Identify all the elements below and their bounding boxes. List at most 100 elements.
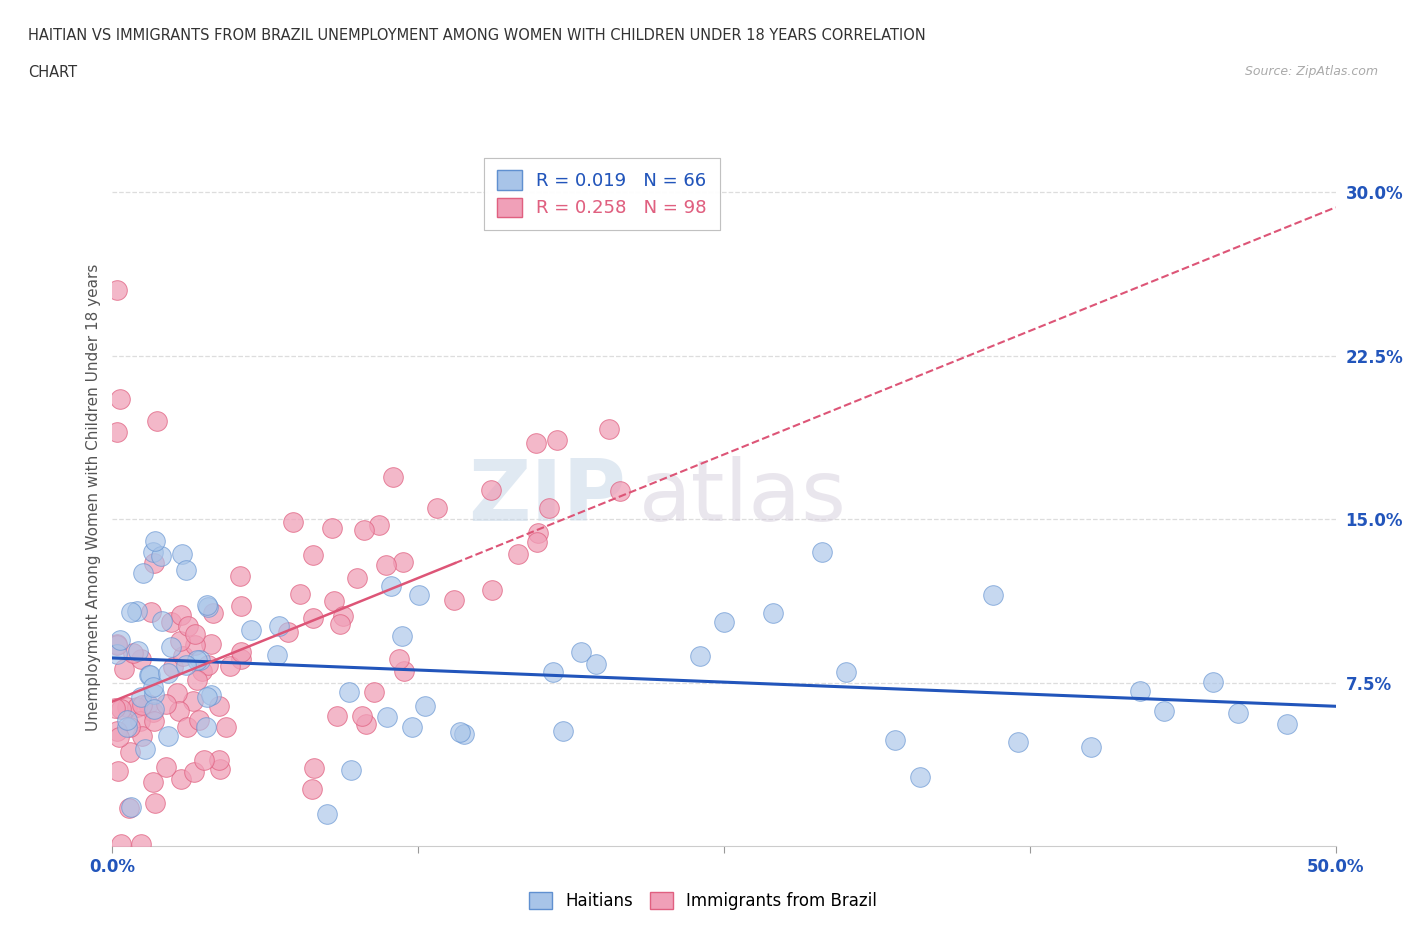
Point (339, 684, 361, 699)
Point (105, 647, 128, 662)
Point (170, 547, 193, 562)
Point (104, 700, 127, 715)
Point (1202, 675, 1225, 690)
Y-axis label: Unemployment Among Women with Children Under 18 years: Unemployment Among Women with Children U… (86, 264, 101, 731)
Point (541, 664, 564, 679)
Point (340, 763, 363, 777)
Point (118, 801, 141, 816)
Text: HAITIAN VS IMMIGRANTS FROM BRAZIL UNEMPLOYMENT AMONG WOMEN WITH CHILDREN UNDER 1: HAITIAN VS IMMIGRANTS FROM BRAZIL UNEMPL… (28, 28, 927, 43)
Point (585, 657, 607, 671)
Point (301, 781, 323, 796)
Point (107, 764, 129, 778)
Point (138, 668, 160, 683)
Point (229, 568, 252, 583)
Point (392, 555, 415, 570)
Point (188, 653, 211, 668)
Point (329, 617, 352, 631)
Point (426, 501, 449, 516)
Point (170, 772, 193, 787)
Point (689, 648, 711, 663)
Point (835, 665, 858, 680)
Point (453, 726, 475, 741)
Point (105, 425, 128, 440)
Point (169, 633, 191, 648)
Text: Source: ZipAtlas.com: Source: ZipAtlas.com (1244, 65, 1378, 78)
Text: CHART: CHART (28, 65, 77, 80)
Point (229, 599, 252, 614)
Point (169, 607, 191, 622)
Point (191, 663, 214, 678)
Point (110, 837, 132, 852)
Point (551, 724, 574, 738)
Point (141, 604, 163, 619)
Point (115, 699, 138, 714)
Point (353, 523, 375, 538)
Point (219, 659, 242, 674)
Point (105, 638, 128, 653)
Point (208, 698, 231, 713)
Point (176, 658, 198, 672)
Point (138, 697, 160, 711)
Point (323, 593, 346, 608)
Point (132, 565, 155, 580)
Point (117, 720, 139, 735)
Text: atlas: atlas (638, 456, 846, 539)
Point (129, 689, 152, 704)
Point (202, 605, 225, 620)
Point (143, 534, 166, 549)
Point (1007, 735, 1029, 750)
Point (167, 704, 190, 719)
Point (157, 729, 180, 744)
Point (231, 644, 253, 659)
Point (172, 648, 194, 663)
Point (346, 570, 368, 585)
Point (110, 701, 132, 716)
Point (197, 600, 219, 615)
Point (108, 633, 131, 648)
Point (321, 521, 343, 536)
Point (121, 645, 143, 660)
Point (121, 604, 143, 619)
Point (215, 720, 238, 735)
Point (283, 514, 305, 529)
Point (1129, 684, 1152, 698)
Point (105, 283, 128, 298)
Point (267, 618, 290, 633)
Point (160, 640, 183, 655)
Point (142, 680, 165, 695)
Point (142, 545, 165, 560)
Point (129, 652, 152, 667)
Point (394, 664, 416, 679)
Point (401, 720, 423, 735)
Point (177, 618, 200, 633)
Point (449, 724, 471, 739)
Point (152, 614, 174, 629)
Point (112, 661, 135, 676)
Point (118, 745, 141, 760)
Point (120, 719, 142, 734)
Point (194, 720, 217, 735)
Point (524, 435, 547, 450)
Point (183, 764, 205, 779)
Point (368, 517, 391, 532)
Point (143, 713, 166, 728)
Point (713, 615, 735, 630)
Point (375, 710, 398, 724)
Point (186, 672, 208, 687)
Point (302, 548, 325, 563)
Point (142, 555, 165, 570)
Point (115, 712, 138, 727)
Point (598, 422, 620, 437)
Point (200, 687, 222, 702)
Point (1226, 705, 1249, 720)
Point (811, 544, 834, 559)
Point (188, 712, 211, 727)
Point (125, 700, 148, 715)
Point (391, 629, 413, 644)
Point (1153, 704, 1175, 719)
Point (174, 563, 197, 578)
Point (908, 770, 931, 785)
Point (208, 753, 231, 768)
Point (481, 583, 503, 598)
Point (155, 760, 177, 775)
